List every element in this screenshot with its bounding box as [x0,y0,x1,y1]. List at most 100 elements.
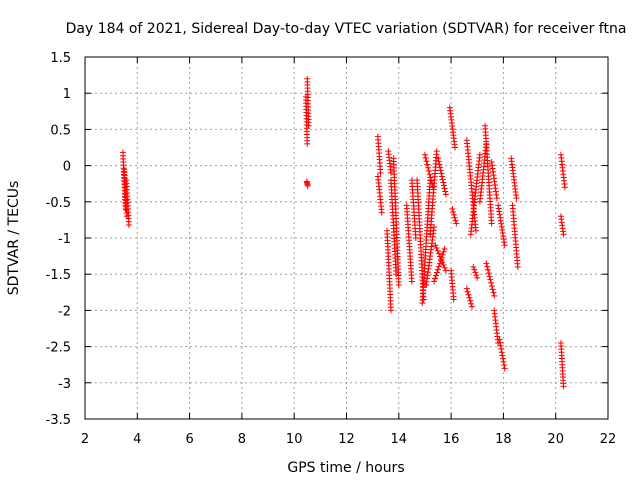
data-point [500,233,507,240]
data-point [486,273,493,280]
x-tick-label: 8 [238,432,246,447]
axis-ticks [84,56,609,420]
data-point [424,161,431,168]
y-tick-label: 0.5 [50,123,71,138]
y-tick-label: -1.5 [46,268,71,283]
data-point [463,285,470,292]
data-point [435,158,442,165]
data-point [451,214,458,221]
data-point [497,342,504,349]
data-point [501,242,508,249]
data-point [305,122,312,129]
data-point [440,179,447,186]
y-tick-label: 0 [63,160,71,175]
y-tick-label: -2.5 [46,341,71,356]
data-point [469,303,476,310]
data-point [499,226,506,233]
data-point [442,191,449,198]
x-tick-labels: 2 4 6 8 10 12 14 16 18 20 22 [81,432,616,447]
data-point [491,292,498,299]
data-point [496,211,503,218]
data-point [425,164,432,171]
y-axis-title: SDTVAR / TECUs [6,181,22,296]
x-tick-label: 18 [495,432,512,447]
data-point [484,266,491,273]
data-point [488,220,495,227]
data-point [377,169,384,176]
data-point [437,253,444,260]
data-point [496,336,503,343]
y-tick-label: -3.5 [46,413,71,428]
data-point [470,263,477,270]
data-point [561,184,568,191]
data-point [440,182,447,189]
data-point [426,171,433,178]
data-point [489,286,496,293]
data-point [432,275,439,282]
data-point [423,158,430,165]
y-tick-label: -2 [58,304,71,319]
data-point [438,173,445,180]
data-point [452,144,459,151]
data-point [433,148,440,155]
data-point [485,270,492,277]
data-point [395,282,402,289]
data-point [514,263,521,270]
data-point [501,362,508,369]
data-point [433,272,440,279]
data-point [497,217,504,224]
data-point [476,151,483,158]
data-points [119,75,568,390]
data-point [387,307,394,314]
data-point [498,349,505,356]
data-point [441,245,448,252]
y-tick-labels: -3.5 -3 -2.5 -2 -1.5 -1 -0.5 0 0.5 1 1.5 [46,51,71,428]
data-point [441,264,448,271]
data-point [560,383,567,390]
data-point [490,289,497,296]
chart-title: Day 184 of 2021, Sidereal Day-to-day VTE… [66,21,627,37]
x-tick-label: 12 [338,432,355,447]
data-point [465,291,472,298]
data-point [450,296,457,303]
data-point [442,188,449,195]
grid [85,57,608,419]
data-point [439,176,446,183]
data-point [435,250,442,257]
data-point [450,211,457,218]
data-point [441,185,448,192]
data-point [434,266,441,273]
data-point [484,263,491,270]
data-point [498,220,505,227]
data-point [439,259,446,266]
data-point [304,140,311,147]
data-point [499,352,506,359]
x-tick-label: 6 [185,432,193,447]
data-point [495,202,502,209]
data-point [425,168,432,175]
y-tick-label: -1 [58,232,71,247]
data-point [500,236,507,243]
y-tick-label: 1.5 [50,51,71,66]
data-point [499,229,506,236]
data-point [440,261,447,268]
y-tick-label: -0.5 [46,196,71,211]
data-point [464,288,471,295]
data-point [431,224,438,231]
data-point [467,297,474,304]
data-point [497,339,504,346]
data-point [421,151,428,158]
data-point [473,272,480,279]
x-tick-label: 2 [81,432,89,447]
data-point [435,263,442,270]
data-point [436,161,443,168]
data-point [560,231,567,238]
x-tick-label: 10 [286,432,303,447]
data-point [438,170,445,177]
data-point [450,208,457,215]
data-point [436,164,443,171]
data-point [501,239,508,246]
data-point [471,266,478,273]
data-point [408,278,415,285]
